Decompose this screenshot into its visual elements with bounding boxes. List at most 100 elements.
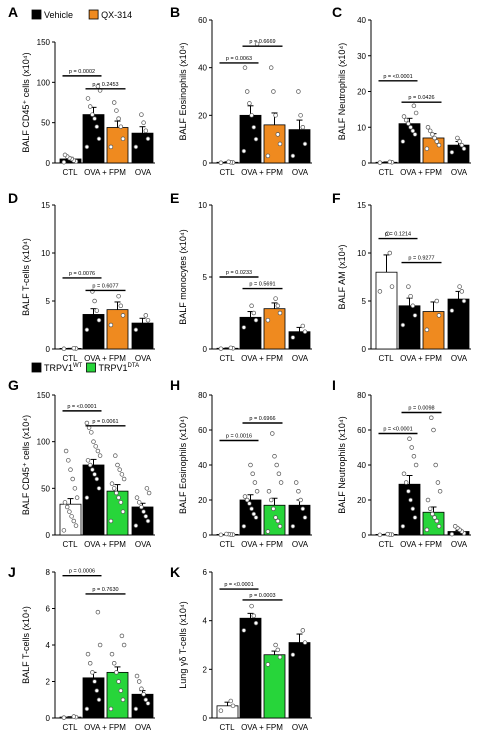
p-value-label: p = 0.0233 bbox=[226, 270, 252, 276]
data-point bbox=[71, 345, 77, 351]
y-axis-label: BALF AM (x10⁴) bbox=[337, 245, 347, 310]
data-point bbox=[120, 509, 126, 514]
data-point bbox=[87, 104, 93, 109]
data-point bbox=[265, 662, 271, 667]
data-point bbox=[387, 159, 393, 165]
y-tick-label: 0 bbox=[46, 714, 51, 723]
data-point bbox=[85, 96, 91, 101]
data-point bbox=[94, 476, 100, 482]
data-point bbox=[242, 494, 248, 499]
data-point bbox=[224, 531, 229, 537]
data-point bbox=[118, 500, 124, 505]
bar bbox=[239, 316, 262, 350]
x-tick-label: OVA bbox=[135, 354, 152, 363]
y-tick-label: 40 bbox=[198, 461, 207, 470]
p-value-label: p = 0.0063 bbox=[226, 56, 252, 62]
data-point bbox=[114, 670, 119, 675]
y-tick-label: 5 bbox=[203, 273, 208, 282]
data-point bbox=[300, 628, 306, 633]
data-point bbox=[274, 462, 279, 468]
data-point bbox=[141, 509, 146, 514]
data-point bbox=[111, 660, 117, 666]
data-point bbox=[403, 480, 409, 485]
x-tick-label: CTL bbox=[62, 354, 78, 363]
p-value-label: p = 0.0002 bbox=[69, 69, 95, 75]
y-tick-label: 5 bbox=[362, 297, 367, 306]
y-tick-label: 20 bbox=[198, 496, 207, 505]
data-point bbox=[300, 124, 306, 130]
data-point bbox=[96, 486, 102, 491]
data-point bbox=[413, 462, 419, 468]
data-point bbox=[251, 613, 257, 619]
data-point bbox=[97, 453, 103, 458]
data-point bbox=[290, 652, 296, 657]
data-point bbox=[449, 308, 455, 313]
data-point bbox=[117, 467, 122, 472]
legend-swatch bbox=[31, 9, 42, 20]
legend-swatch bbox=[86, 362, 96, 373]
data-point bbox=[72, 486, 78, 491]
data-point bbox=[389, 284, 395, 289]
y-tick-label: 10 bbox=[198, 201, 207, 210]
panel-B: B 0 20 40 60 BALF Eosinophils (x10⁴) CTL OVA + … bbox=[170, 4, 312, 177]
data-point bbox=[410, 506, 416, 512]
data-point bbox=[118, 124, 124, 129]
p-value-label: p = 0.1214 bbox=[385, 232, 411, 238]
data-point bbox=[241, 523, 247, 529]
legend-label: QX-314 bbox=[101, 10, 132, 20]
data-point bbox=[230, 703, 236, 709]
data-point bbox=[302, 515, 308, 520]
data-point bbox=[94, 124, 100, 129]
legend-label: TRPV1WT bbox=[44, 363, 83, 373]
y-tick-label: 0 bbox=[203, 159, 208, 168]
data-point bbox=[412, 313, 418, 318]
data-point bbox=[85, 458, 91, 463]
bar bbox=[288, 129, 311, 164]
bar bbox=[375, 271, 398, 350]
y-axis-label: BALF CD45⁺ cells (x10⁴) bbox=[21, 52, 31, 152]
panel-letter: E bbox=[170, 190, 179, 206]
legend-label: Vehicle bbox=[44, 10, 73, 20]
data-point bbox=[251, 511, 257, 517]
data-point bbox=[437, 489, 443, 494]
x-tick-label: OVA bbox=[292, 723, 309, 732]
data-point bbox=[249, 506, 254, 512]
p-value-label: p = 0.2453 bbox=[92, 82, 118, 88]
data-point bbox=[61, 159, 67, 165]
data-point bbox=[92, 472, 97, 477]
p-value-label: p = 0.6077 bbox=[92, 283, 118, 289]
data-point bbox=[424, 146, 430, 151]
data-point bbox=[62, 152, 68, 158]
y-tick-label: 40 bbox=[357, 461, 366, 470]
data-point bbox=[253, 515, 259, 520]
y-axis-label: BALF Neutrophils (x10⁴) bbox=[337, 416, 347, 513]
x-tick-label: CTL bbox=[378, 540, 394, 549]
data-point bbox=[84, 144, 90, 150]
data-point bbox=[302, 329, 308, 334]
data-point bbox=[94, 308, 100, 313]
data-point bbox=[134, 495, 140, 500]
data-point bbox=[242, 65, 248, 70]
data-point bbox=[432, 135, 437, 141]
data-point bbox=[139, 112, 144, 117]
p-value-label: p = 0.6966 bbox=[249, 416, 275, 422]
x-tick-label: OVA + FPM bbox=[84, 354, 126, 363]
x-tick-label: CTL bbox=[219, 723, 235, 732]
data-point bbox=[92, 679, 97, 684]
data-point bbox=[116, 495, 121, 500]
y-tick-label: 30 bbox=[357, 52, 366, 61]
x-tick-label: OVA + FPM bbox=[400, 354, 442, 363]
x-tick-label: OVA bbox=[292, 540, 309, 549]
data-point bbox=[425, 497, 431, 503]
data-point bbox=[92, 116, 97, 121]
x-tick-label: OVA + FPM bbox=[400, 540, 442, 549]
y-tick-label: 80 bbox=[357, 391, 366, 400]
data-point bbox=[119, 633, 125, 639]
data-point bbox=[271, 89, 276, 94]
y-tick-label: 0 bbox=[362, 345, 367, 354]
y-axis-label: BALF CD45⁺ cells (x10⁴) bbox=[21, 415, 31, 515]
data-point bbox=[90, 467, 95, 472]
data-point bbox=[455, 135, 460, 141]
x-tick-label: CTL bbox=[62, 168, 78, 177]
data-point bbox=[116, 293, 121, 299]
